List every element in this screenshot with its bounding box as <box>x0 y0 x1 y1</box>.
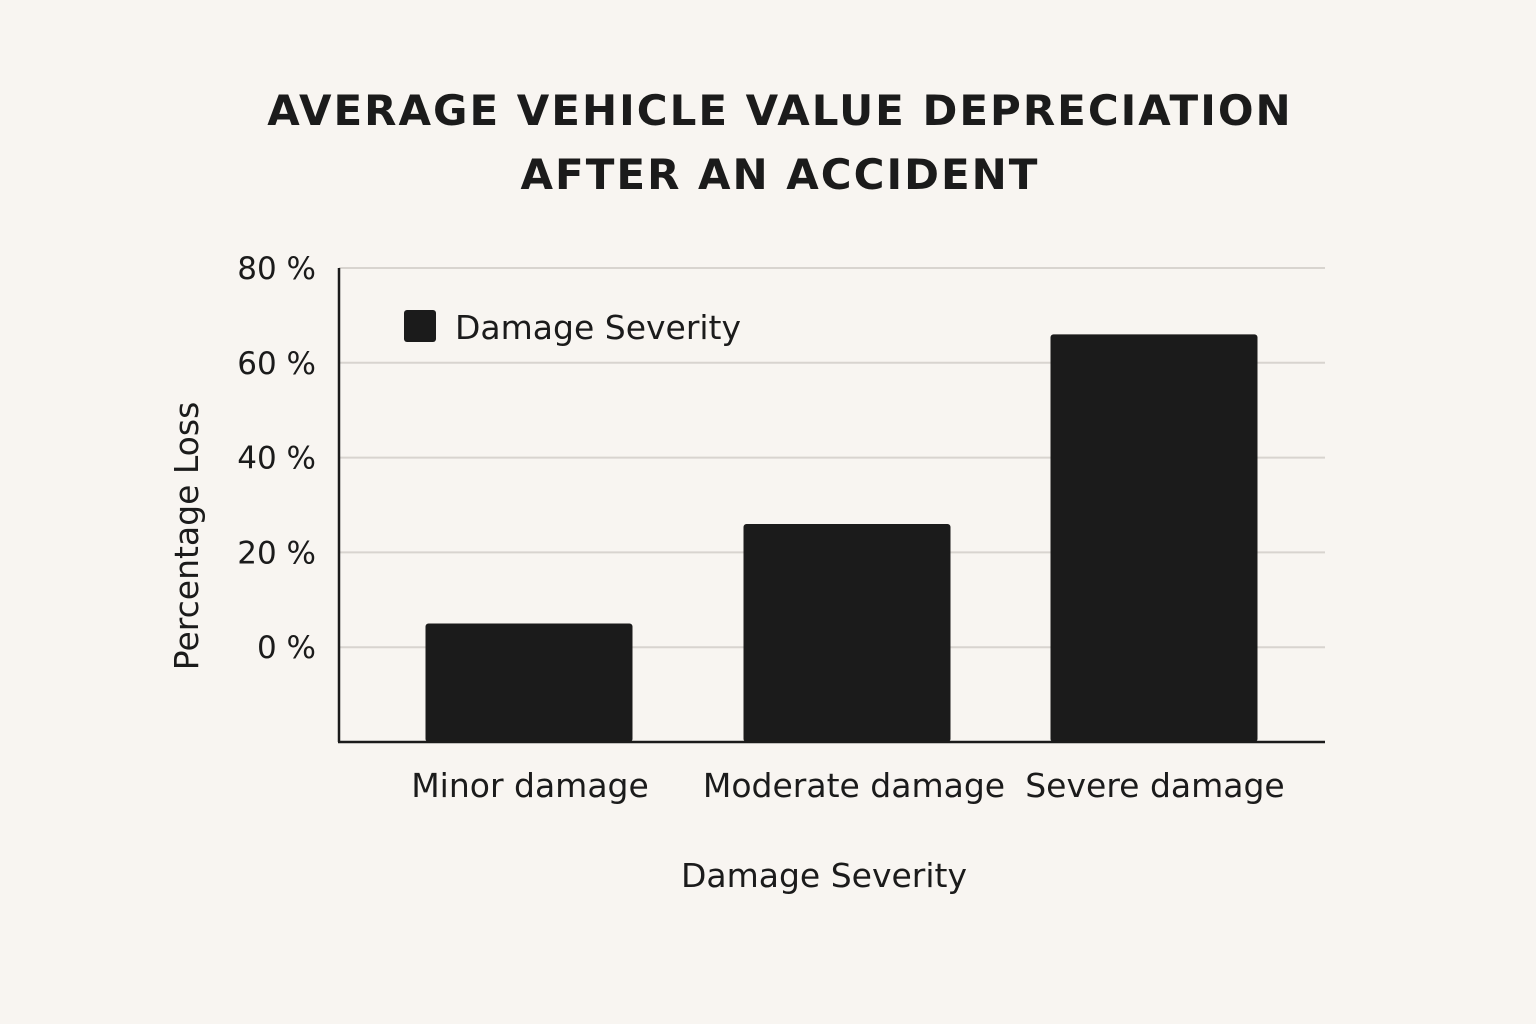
x-category-label: Severe damage <box>1025 766 1285 805</box>
x-category-label: Moderate damage <box>703 766 1005 805</box>
x-category-label: Minor damage <box>411 766 649 805</box>
y-axis-title: Percentage Loss <box>167 402 206 671</box>
y-tick-label: 80 % <box>237 251 316 287</box>
bar <box>1050 334 1258 742</box>
legend-swatch <box>404 310 436 342</box>
chart-title-line-1: AVERAGE VEHICLE VALUE DEPRECIATION <box>267 86 1293 135</box>
y-tick-label: 40 % <box>237 441 316 477</box>
y-tick-labels: 0 % 20 % 40 % 60 % 80 % <box>237 251 316 666</box>
chart-title-line-2: AFTER AN ACCIDENT <box>520 150 1040 199</box>
legend-label: Damage Severity <box>455 308 741 347</box>
bar <box>425 623 633 742</box>
axes <box>337 268 1325 744</box>
legend: Damage Severity <box>404 308 741 347</box>
x-axis-title: Damage Severity <box>681 856 967 895</box>
x-category-labels: Minor damage Moderate damage Severe damage <box>411 766 1285 805</box>
y-tick-label: 20 % <box>237 535 316 571</box>
y-tick-label: 0 % <box>257 630 316 666</box>
bars <box>425 334 1258 742</box>
bar <box>743 523 951 742</box>
y-tick-label: 60 % <box>237 346 316 382</box>
